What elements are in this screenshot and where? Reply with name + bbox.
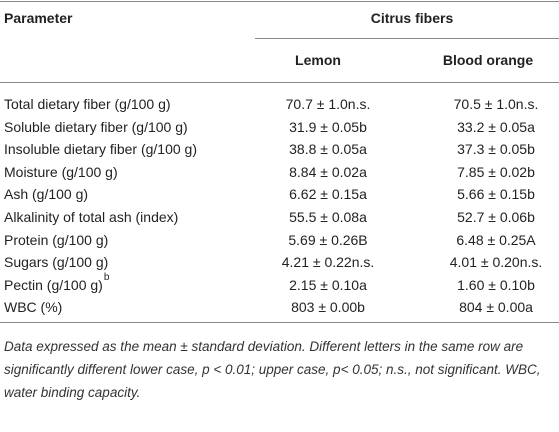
row-value: 803 ± 0.00b [291, 299, 365, 316]
top-rule [0, 1, 559, 2]
row-value: 2.15 ± 0.10a [289, 276, 367, 293]
row-value: 37.3 ± 0.05b [457, 141, 535, 158]
header-rule [0, 82, 559, 83]
row-value: 4.21 ± 0.22n.s. [281, 254, 375, 271]
row-value: 31.9 ± 0.05b [289, 118, 367, 135]
header-blood-orange: Blood orange [442, 52, 534, 68]
header-lemon: Lemon [295, 52, 341, 68]
row-value: 6.48 ± 0.25A [456, 231, 536, 248]
row-parameter: Ash (g/100 g) [4, 186, 89, 203]
row-parameter: Insoluble dietary fiber (g/100 g) [4, 141, 197, 158]
header-group: Citrus fibers [370, 10, 454, 26]
row-parameter: Protein (g/100 g) [4, 231, 109, 248]
row-value: 70.5 ± 1.0n.s. [453, 96, 539, 112]
row-value: 52.7 ± 0.06b [457, 209, 535, 225]
row-value: 38.8 ± 0.05a [289, 141, 367, 158]
row-value: 6.62 ± 0.15a [289, 186, 367, 203]
row-parameter: Alkalinity of total ash (index) [4, 209, 179, 225]
row-value: 55.5 ± 0.08a [289, 209, 367, 225]
row-value: 804 ± 0.00a [459, 299, 533, 316]
footnote: Data expressed as the mean ± standard de… [4, 339, 541, 400]
row-parameter: Soluble dietary fiber (g/100 g) [4, 118, 188, 135]
row-value: 5.69 ± 0.26B [288, 231, 368, 248]
header-parameter: Parameter [4, 10, 73, 26]
row-value: 5.66 ± 0.15b [457, 186, 535, 203]
row-parameter: Moisture (g/100 g) [4, 163, 118, 180]
bottom-rule [0, 322, 559, 323]
row-value: 33.2 ± 0.05a [457, 118, 535, 135]
row-value: 7.85 ± 0.02b [457, 163, 535, 180]
row-value: 8.84 ± 0.02a [289, 163, 367, 180]
row-value: 1.60 ± 0.10b [457, 276, 535, 293]
row-parameter: WBC (%) [4, 299, 63, 316]
row-value: 4.01 ± 0.20n.s. [449, 254, 543, 271]
row-parameter: Sugars (g/100 g) [4, 254, 109, 271]
row-parameter: Pectin (g/100 g) [4, 276, 103, 293]
group-rule [255, 38, 559, 39]
row-parameter: Total dietary fiber (g/100 g) [4, 96, 171, 112]
row-superscript: b [103, 271, 110, 283]
row-value: 70.7 ± 1.0n.s. [285, 96, 371, 112]
